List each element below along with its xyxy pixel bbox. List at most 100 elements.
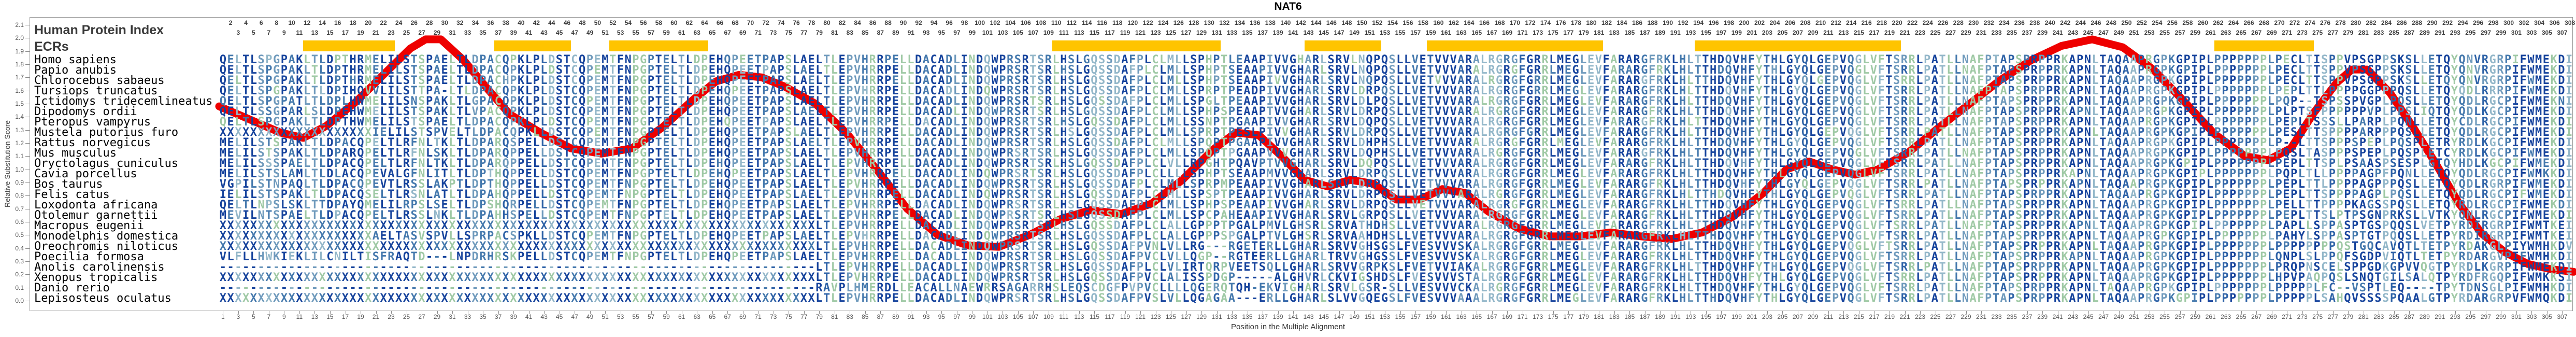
ruler-number-bottom: 91 xyxy=(907,313,914,320)
ruler-number-bottom: 289 xyxy=(2419,313,2430,320)
ruler-number-bottom: 133 xyxy=(1226,313,1238,320)
ruler-number-top: 159 xyxy=(1425,29,1436,36)
species-name[interactable]: Dipodomys ordii xyxy=(34,105,137,118)
ruler-number-top: 4 xyxy=(244,19,248,26)
species-name[interactable]: Ictidomys tridecemlineatus xyxy=(34,95,213,108)
ruler-number-bottom: 7 xyxy=(267,313,271,320)
ruler-number-top: 86 xyxy=(869,19,877,26)
ruler-number-top: 78 xyxy=(808,19,815,26)
ruler-number-top: 211 xyxy=(1823,29,1834,36)
species-name[interactable]: Homo sapiens xyxy=(34,53,117,66)
x-tick-mark xyxy=(1568,311,1569,314)
ruler-number-top: 296 xyxy=(2473,19,2484,26)
ruler-number-bottom: 255 xyxy=(2159,313,2170,320)
ruler-number-top: 27 xyxy=(418,29,425,36)
species-name[interactable]: Lepisosteus oculatus xyxy=(34,292,171,305)
ruler-number-bottom: 61 xyxy=(678,313,685,320)
species-name[interactable]: Felis catus xyxy=(34,188,110,201)
x-tick-mark xyxy=(605,311,606,314)
ecr-block[interactable] xyxy=(2214,40,2314,51)
y-tick-label: 0.9 xyxy=(15,179,24,186)
ecr-block[interactable] xyxy=(1427,40,1603,51)
ruler-number-top: 282 xyxy=(2366,19,2377,26)
ruler-number-top: 223 xyxy=(1914,29,1926,36)
species-name[interactable]: Cavia porcellus xyxy=(34,167,137,180)
species-name[interactable]: Oreochromis niloticus xyxy=(34,240,179,253)
ruler-number-top: 26 xyxy=(410,19,418,26)
ruler-number-top: 174 xyxy=(1540,19,1551,26)
x-tick-mark xyxy=(712,311,713,314)
ruler-number-bottom: 53 xyxy=(617,313,624,320)
ruler-number-top: 10 xyxy=(288,19,295,26)
ruler-number-top: 173 xyxy=(1533,29,1543,36)
x-tick-mark xyxy=(1430,311,1432,314)
x-tick-mark xyxy=(758,311,759,314)
ruler-number-top: 15 xyxy=(326,29,334,36)
ecr-block[interactable] xyxy=(609,40,709,51)
ruler-number-bottom: 189 xyxy=(1655,313,1666,320)
sequence-row: MELILSTSPAKLTLDPARQPELTLRFNLSKLTLDPARQPP… xyxy=(219,147,2573,160)
ruler-number-bottom: 119 xyxy=(1120,313,1130,320)
species-name[interactable]: Bos taurus xyxy=(34,178,103,191)
y-tick-mark xyxy=(25,64,30,65)
ruler-number-bottom: 271 xyxy=(2282,313,2293,320)
x-tick-mark xyxy=(314,311,316,314)
species-name[interactable]: Tursiops truncatus xyxy=(34,85,158,97)
x-tick-mark xyxy=(2241,311,2242,314)
species-name[interactable]: Otolemur garnettii xyxy=(34,209,158,222)
ecr-block[interactable] xyxy=(1694,40,1901,51)
ruler-number-bottom: 299 xyxy=(2496,313,2507,320)
ruler-number-bottom: 47 xyxy=(571,313,578,320)
species-name[interactable]: Poecilia formosa xyxy=(34,250,144,263)
ruler-number-top: 306 xyxy=(2549,19,2560,26)
ruler-number-bottom: 31 xyxy=(449,313,456,320)
ecr-block[interactable] xyxy=(1305,40,1381,51)
ruler-number-top: 202 xyxy=(1754,19,1765,26)
species-name[interactable]: Mus musculus xyxy=(34,147,117,160)
x-tick-mark xyxy=(651,311,652,314)
sequence-row: MELILSSSPAELTLDPACQPELTLRFNLTKLTLDPARQPP… xyxy=(219,157,2573,170)
species-name[interactable]: Danio rerio xyxy=(34,282,110,294)
species-name[interactable]: Oryctolagus cuniculus xyxy=(34,157,179,170)
ruler-number-top: 63 xyxy=(693,29,700,36)
ruler-number-bottom: 279 xyxy=(2343,313,2354,320)
ruler-number-bottom: 263 xyxy=(2221,313,2231,320)
ruler-number-top: 133 xyxy=(1226,29,1238,36)
x-tick-mark xyxy=(2195,311,2196,314)
x-tick-mark xyxy=(2562,311,2563,314)
species-name[interactable]: Xenopus tropicalis xyxy=(34,271,158,284)
species-name[interactable]: Rattus norvegicus xyxy=(34,136,151,149)
ruler-number-top: 71 xyxy=(754,29,762,36)
ruler-number-top: 221 xyxy=(1899,29,1910,36)
x-tick-mark xyxy=(498,311,499,314)
species-name[interactable]: Pteropus vampyrus xyxy=(34,116,151,129)
ruler-number-bottom: 139 xyxy=(1272,313,1283,320)
ruler-number-top: 240 xyxy=(2044,19,2055,26)
y-tick-label: 0.3 xyxy=(15,258,24,265)
sequence-row: ----------------------------------------… xyxy=(219,282,2573,294)
species-name[interactable]: Macropus eugenii xyxy=(34,219,144,232)
species-name[interactable]: Anolis carolinensis xyxy=(34,261,165,274)
x-tick-mark xyxy=(2470,311,2471,314)
ruler-number-top: 22 xyxy=(380,19,387,26)
species-name[interactable]: Loxodonta africana xyxy=(34,199,158,212)
ruler-number-top: 97 xyxy=(953,29,961,36)
ruler-number-top: 19 xyxy=(357,29,364,36)
ruler-number-top: 116 xyxy=(1097,19,1107,26)
ruler-number-bottom: 283 xyxy=(2373,313,2384,320)
ecr-block[interactable] xyxy=(303,40,395,51)
ruler-number-top: 246 xyxy=(2091,19,2101,26)
ruler-number-bottom: 43 xyxy=(540,313,548,320)
ruler-number-bottom: 147 xyxy=(1334,313,1344,320)
x-tick-mark xyxy=(1094,311,1095,314)
species-name[interactable]: Monodelphis domestica xyxy=(34,230,179,243)
ecr-block[interactable] xyxy=(1052,40,1221,51)
ruler-number-top: 263 xyxy=(2221,29,2231,36)
ruler-number-top: 250 xyxy=(2121,19,2132,26)
ecr-block[interactable] xyxy=(494,40,571,51)
species-name[interactable]: Chlorocebus sabaeus xyxy=(34,74,165,87)
ruler-number-top: 128 xyxy=(1189,19,1199,26)
ruler-number-top: 14 xyxy=(319,19,326,26)
species-name[interactable]: Mustela putorius furo xyxy=(34,126,179,139)
species-name[interactable]: Papio anubis xyxy=(34,64,117,77)
